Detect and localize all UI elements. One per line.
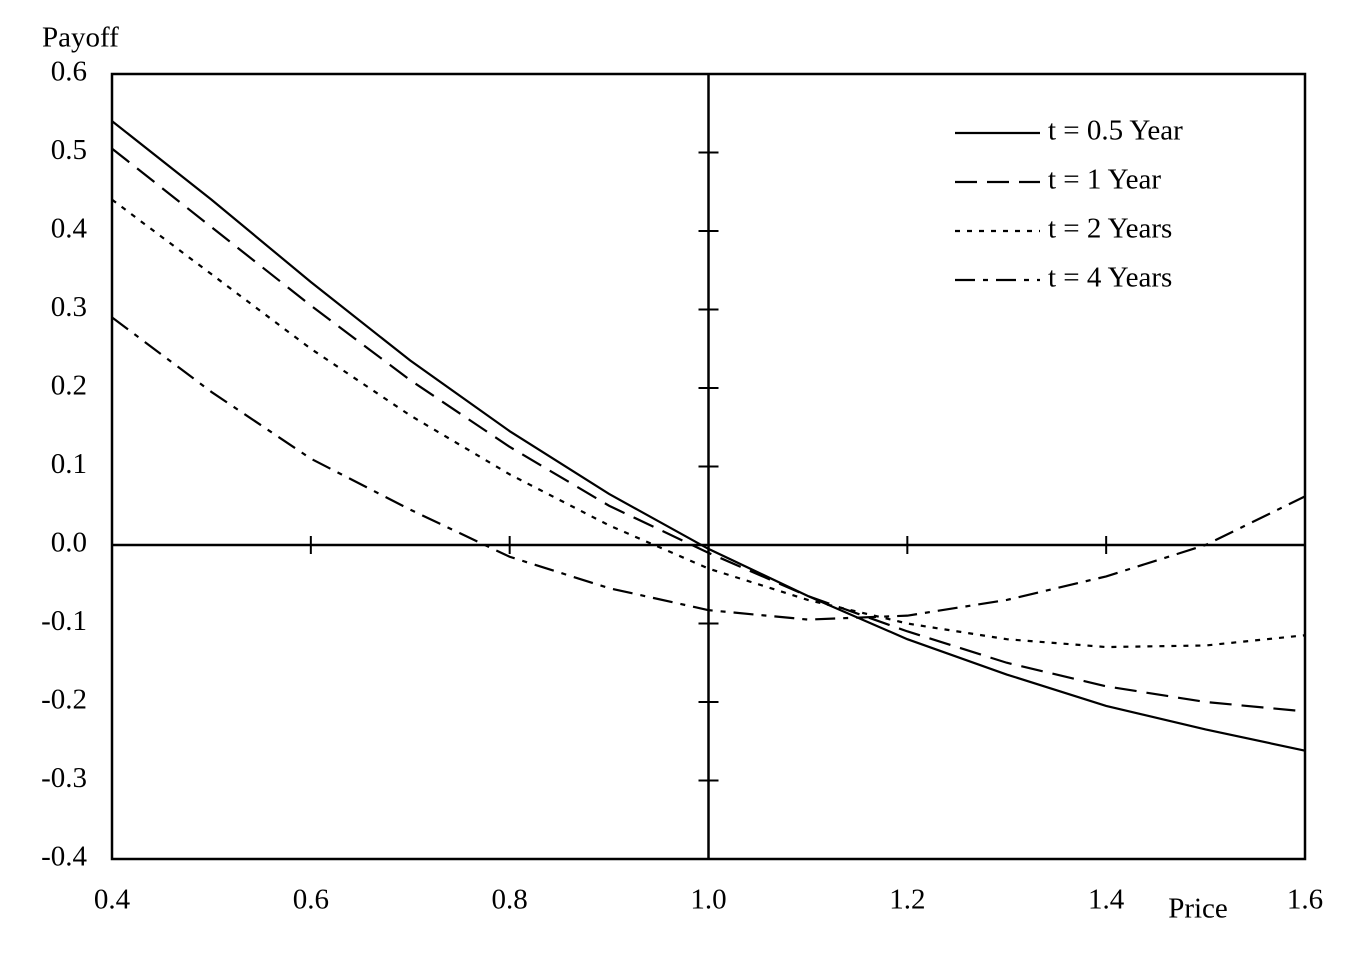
x-tick-label: 0.8 (492, 884, 528, 916)
y-tick-label: -0.1 (41, 605, 87, 637)
series-line (111, 147, 1306, 713)
x-tick-label: 1.4 (1088, 884, 1125, 916)
series-line (111, 316, 1306, 621)
y-tick-label: 0.4 (51, 213, 88, 245)
y-tick-label: -0.2 (41, 684, 87, 716)
y-tick-label: 0.0 (51, 527, 87, 559)
legend-label: t = 2 Years (1048, 213, 1172, 245)
y-axis-label: Payoff (42, 22, 119, 54)
x-tick-label: 1.0 (690, 884, 726, 916)
y-tick-label: -0.4 (41, 841, 87, 873)
x-axis-label: Price (1168, 893, 1228, 925)
x-tick-label: 0.6 (293, 884, 329, 916)
legend-label: t = 4 Years (1048, 262, 1172, 294)
legend-label: t = 1 Year (1048, 164, 1161, 196)
y-tick-label: 0.5 (51, 134, 87, 166)
y-tick-label: 0.2 (51, 370, 87, 402)
y-tick-label: -0.3 (41, 762, 87, 794)
x-tick-label: 1.6 (1287, 884, 1323, 916)
series-line (111, 120, 1306, 752)
y-tick-label: 0.6 (51, 56, 87, 88)
y-tick-label: 0.1 (51, 448, 87, 480)
legend-label: t = 0.5 Year (1048, 115, 1183, 147)
x-tick-label: 0.4 (94, 884, 131, 916)
y-tick-label: 0.3 (51, 291, 87, 323)
x-tick-label: 1.2 (889, 884, 925, 916)
